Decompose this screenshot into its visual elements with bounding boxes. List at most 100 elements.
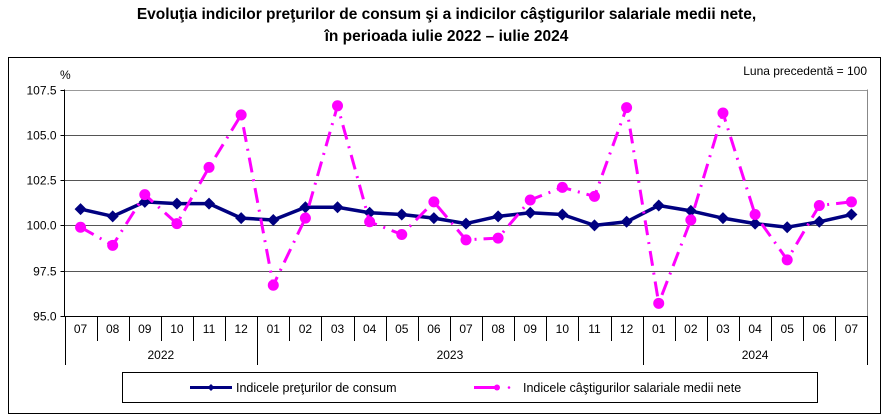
month-label: 03 (331, 322, 345, 336)
data-point-circle (107, 239, 119, 251)
series-lines (74, 100, 858, 309)
series-wages (75, 100, 857, 309)
data-point-circle (653, 297, 665, 309)
chart-frame (8, 57, 881, 414)
month-label: 07 (74, 322, 88, 336)
month-label: 09 (524, 322, 538, 336)
month-label: 11 (203, 322, 216, 336)
data-point-diamond (170, 197, 183, 210)
month-label: 02 (299, 322, 313, 336)
data-point-circle (267, 279, 279, 291)
month-label: 01 (652, 322, 666, 336)
data-point-diamond (331, 201, 344, 214)
month-label: 10 (170, 322, 184, 336)
data-point-diamond (556, 208, 569, 221)
legend-item: Indicele câştigurilor salariale medii ne… (474, 381, 741, 395)
series-cpi (74, 195, 858, 234)
data-point-diamond (716, 212, 729, 225)
y-tick-label: 105.0 (26, 129, 56, 143)
data-point-circle (460, 234, 472, 246)
month-label: 04 (748, 322, 762, 336)
month-label: 05 (395, 322, 409, 336)
chart-title-line-2: în perioada iulie 2022 – iulie 2024 (324, 28, 569, 45)
month-label: 09 (138, 322, 152, 336)
month-label: 10 (556, 322, 570, 336)
legend: Indicele preţurilor de consum Indicele câ… (122, 372, 818, 403)
month-label: 02 (684, 322, 698, 336)
data-point-diamond (106, 210, 119, 223)
month-label: 07 (845, 322, 859, 336)
year-label: 2023 (437, 348, 464, 362)
year-label: 2022 (148, 348, 175, 362)
data-point-diamond (684, 204, 697, 217)
data-point-diamond (749, 217, 762, 230)
chart-title: Evoluţia indicilor preţurilor de consum … (0, 4, 893, 48)
data-point-diamond (845, 208, 858, 221)
data-point-diamond (813, 215, 826, 228)
month-label: 08 (491, 322, 505, 336)
data-point-diamond (620, 215, 633, 228)
y-tick-label: 95.0 (33, 310, 57, 324)
data-point-diamond (588, 219, 601, 232)
data-point-diamond (267, 213, 280, 226)
chart-title-line-1: Evoluţia indicilor preţurilor de consum … (136, 6, 757, 23)
data-point-diamond (235, 212, 248, 225)
data-point-diamond (524, 206, 537, 219)
data-point-circle (588, 190, 600, 202)
data-point-circle (717, 107, 729, 119)
month-label: 05 (781, 322, 795, 336)
data-point-circle (781, 254, 793, 266)
data-point-circle (75, 221, 87, 233)
base-note: Luna precedentă = 100 (743, 64, 867, 78)
data-point-diamond (492, 210, 505, 223)
legend-box (122, 372, 818, 403)
data-point-circle (813, 199, 825, 211)
legend-circle-marker (494, 384, 500, 391)
month-label: 11 (588, 322, 601, 336)
legend-diamond-marker (207, 384, 215, 391)
month-label: 12 (234, 322, 248, 336)
month-label: 03 (716, 322, 730, 336)
data-point-circle (492, 232, 504, 244)
month-label: 06 (813, 322, 827, 336)
y-tick-label: 107.5 (26, 84, 56, 98)
month-label: 01 (267, 322, 281, 336)
month-label: 06 (427, 322, 441, 336)
data-point-circle (203, 161, 215, 173)
month-label: 12 (620, 322, 634, 336)
data-point-circle (845, 196, 857, 208)
data-point-circle (299, 212, 311, 224)
data-point-circle (685, 214, 697, 226)
data-point-circle (332, 100, 344, 112)
data-point-circle (621, 102, 633, 114)
data-point-diamond (460, 217, 472, 230)
month-label: 04 (363, 322, 377, 336)
y-tick-labels: 95.0 97.5 100.0 102.5 105.0 107.5 (26, 84, 56, 324)
legend-label: Indicele preţurilor de consum (236, 381, 397, 395)
data-point-circle (396, 228, 408, 240)
y-axis-unit-label: % (60, 68, 71, 82)
axes (64, 89, 868, 317)
year-label: 2024 (742, 348, 769, 362)
data-point-circle (235, 109, 247, 121)
data-point-circle (171, 218, 183, 230)
legend-label: Indicele câştigurilor salariale medii ne… (523, 381, 741, 395)
data-point-diamond (203, 197, 216, 210)
legend-item: Indicele preţurilor de consum (190, 381, 397, 395)
y-tick-label: 100.0 (26, 219, 56, 233)
data-point-diamond (395, 208, 408, 221)
data-point-circle (139, 189, 151, 201)
month-label: 08 (106, 322, 120, 336)
data-point-circle (364, 216, 376, 228)
data-point-diamond (652, 199, 665, 212)
data-point-diamond (781, 221, 794, 234)
data-point-circle (749, 209, 761, 221)
data-point-circle (556, 181, 568, 193)
data-point-circle (524, 194, 536, 206)
y-tick-label: 102.5 (26, 174, 56, 188)
data-point-circle (428, 196, 440, 208)
data-point-diamond (427, 212, 440, 225)
month-label: 07 (459, 322, 473, 336)
y-tick-label: 97.5 (33, 265, 57, 279)
